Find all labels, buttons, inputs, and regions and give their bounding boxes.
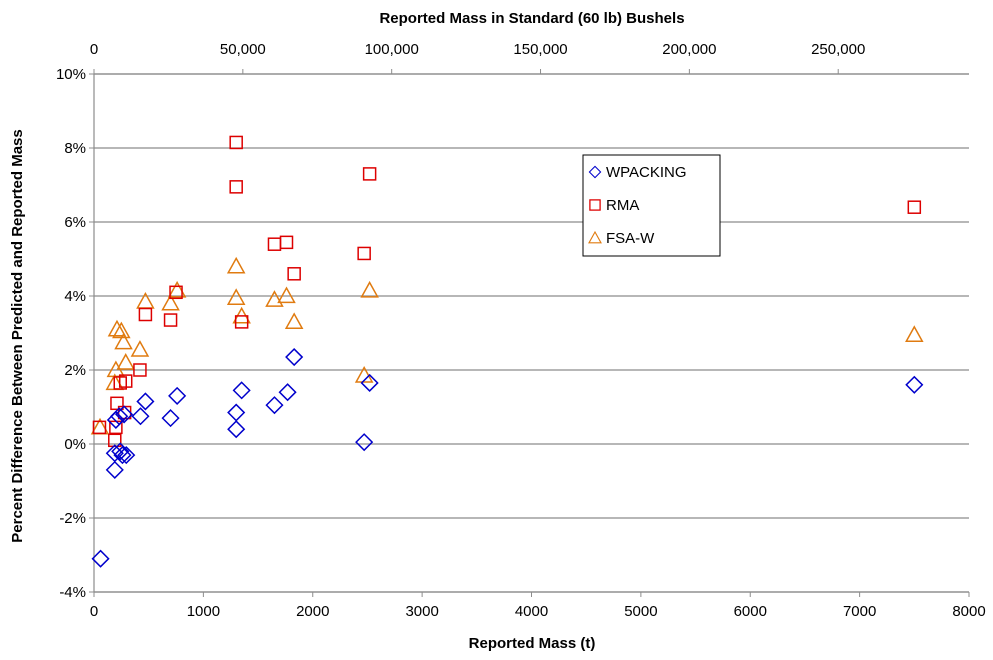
series-fsa-w: [90, 256, 924, 435]
square-point: [110, 396, 124, 411]
legend-triangle-icon: [588, 230, 602, 244]
legend-square-icon: [589, 199, 601, 211]
x2-tick-label: 0: [90, 41, 98, 58]
diamond-point: [360, 373, 379, 393]
y-tick-label: -4%: [59, 584, 86, 601]
x-tick-label: 0: [90, 603, 98, 620]
triangle-point: [284, 312, 304, 330]
diamond-point: [905, 375, 924, 394]
x-tick-label: 6000: [734, 603, 767, 620]
x-tick-label: 3000: [405, 603, 438, 620]
square-point: [267, 237, 282, 251]
y-tick-label: -2%: [59, 510, 86, 527]
series-wpacking: [91, 347, 924, 568]
x-tick-label: 1000: [187, 603, 220, 620]
square-point: [169, 285, 183, 300]
diamond-point: [117, 446, 136, 465]
square-point: [92, 420, 107, 435]
legend: WPACKING RMA FSA-W: [582, 154, 721, 257]
triangle-point: [167, 280, 187, 298]
x-tick-label: 5000: [624, 603, 657, 620]
diamond-point: [355, 433, 374, 452]
series-rma: [92, 135, 922, 448]
square-point: [118, 374, 133, 388]
x-tick-label: 2000: [296, 603, 329, 620]
x2-tick-label: 100,000: [365, 41, 419, 58]
diamond-point: [105, 460, 124, 479]
legend-box: [582, 154, 721, 257]
legend-label: FSA-W: [606, 230, 655, 247]
diamond-point: [278, 383, 297, 402]
triangle-point: [265, 290, 284, 307]
y-axis-title: Percent Difference Between Predicted and…: [9, 129, 26, 542]
square-point: [907, 200, 922, 214]
triangle-point: [116, 353, 135, 370]
y-tick-label: 0%: [64, 436, 86, 453]
diamond-point: [110, 407, 129, 426]
data-points: [90, 135, 924, 568]
diamond-point: [168, 386, 187, 405]
diamond-point: [227, 420, 246, 439]
square-point: [234, 315, 249, 329]
triangle-point: [905, 325, 924, 342]
triangle-point: [277, 286, 296, 304]
x2-tick-label: 200,000: [662, 41, 716, 58]
diamond-point: [232, 381, 251, 400]
square-point: [229, 180, 243, 194]
x2-tick-label: 250,000: [811, 41, 865, 58]
diamond-point: [227, 403, 246, 422]
y-tick-label: 4%: [64, 288, 86, 305]
diamond-point: [106, 410, 125, 430]
diamond-point: [115, 405, 134, 424]
square-point: [287, 267, 301, 281]
x2-tick-label: 150,000: [513, 41, 567, 58]
diamond-point: [285, 347, 304, 367]
triangle-point: [226, 288, 246, 305]
x2-tick-label: 50,000: [220, 41, 266, 58]
top-axis-title: Reported Mass in Standard (60 lb) Bushel…: [379, 10, 684, 27]
square-point: [163, 313, 178, 327]
y-tick-label: 10%: [56, 66, 86, 83]
y-tick-label: 6%: [64, 214, 86, 231]
diamond-point: [131, 407, 150, 426]
diamond-point: [113, 446, 132, 465]
y-tick-label: 8%: [64, 140, 86, 157]
square-point: [133, 363, 147, 377]
x-tick-label: 4000: [515, 603, 548, 620]
legend-diamond-icon: [588, 165, 602, 179]
diamond-point: [105, 444, 124, 463]
x-tick-label: 7000: [843, 603, 876, 620]
triangle-point: [114, 332, 133, 350]
triangle-point: [360, 280, 379, 298]
square-point: [138, 307, 153, 322]
triangle-point: [130, 340, 150, 357]
diamond-point: [161, 409, 180, 428]
bottom-axis-title: Reported Mass (t): [469, 635, 596, 652]
legend-label: RMA: [606, 197, 639, 214]
triangle-point: [107, 319, 127, 337]
x-tick-label: 8000: [952, 603, 985, 620]
diamond-point: [91, 549, 110, 568]
diamond-point: [265, 396, 284, 415]
square-point: [362, 167, 377, 181]
axes: -4%-2%0%2%4%6%8%10%0 1000 2000 3000 4000 5000…: [56, 41, 986, 620]
square-point: [357, 246, 371, 261]
diamond-point: [136, 392, 155, 411]
y-tick-label: 2%: [64, 362, 86, 379]
triangle-point: [161, 293, 180, 311]
legend-label: WPACKING: [606, 164, 687, 181]
square-point: [229, 135, 243, 150]
gridlines: [94, 73, 969, 593]
square-point: [279, 235, 294, 250]
triangle-point: [354, 366, 374, 383]
triangle-point: [226, 256, 246, 274]
